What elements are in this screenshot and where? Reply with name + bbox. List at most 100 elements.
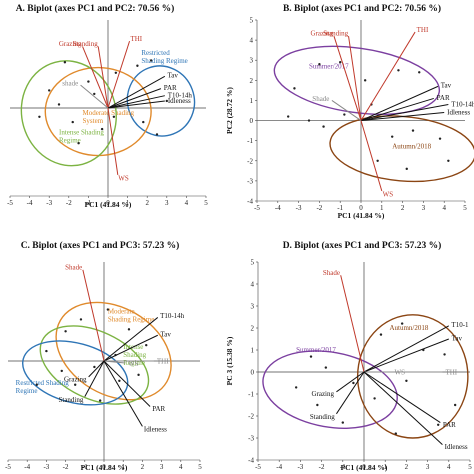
x-tick-label: 1: [380, 204, 384, 212]
panel-C: C. Biplot (axes PC1 and PC3: 57.23 %) -5 -…: [5, 240, 202, 472]
vector-label: PAR: [443, 421, 456, 429]
data-point: [400, 322, 404, 325]
loading-vector: [360, 85, 439, 122]
data-point: [405, 379, 408, 382]
y-tick-label: -2: [248, 413, 254, 421]
y-tick-label: -3: [248, 435, 254, 443]
x-tick-label: 0: [362, 463, 366, 471]
loading-vector: [360, 112, 445, 122]
data-point: [352, 381, 355, 385]
y-tick-label: 0: [251, 369, 255, 377]
data-point: [155, 133, 159, 136]
loading-vector: [82, 46, 109, 109]
group-label: Restricted Shading Regime: [16, 379, 70, 395]
data-point: [57, 103, 61, 106]
data-point: [137, 373, 140, 377]
x-tick-label: 3: [426, 463, 430, 471]
group-ellipse: [262, 350, 398, 429]
x-tick-label: 4: [447, 463, 451, 471]
panel-A: A. Biplot (axes PC1 and PC2: 70.56 %) -5 -…: [7, 3, 208, 209]
data-point: [453, 403, 457, 407]
loading-vector: [103, 360, 151, 407]
vector-label: THI: [417, 26, 429, 34]
vector-label: WS: [128, 360, 139, 368]
vector-label: Grazing: [311, 390, 334, 398]
y-tick-label: 3: [251, 303, 255, 311]
x-tick-label: 3: [165, 199, 169, 207]
vector-label: Standing: [323, 30, 348, 38]
y-axis-label: PC 3 (15.38 %): [225, 336, 234, 385]
x-tick-label: -2: [319, 463, 325, 471]
loading-vector: [103, 334, 158, 362]
data-point: [45, 349, 48, 353]
data-point: [447, 159, 450, 162]
data-point: [93, 365, 96, 369]
y-tick-label: 4: [250, 37, 254, 45]
data-point: [35, 383, 38, 386]
vector-label: T10-14h: [160, 312, 185, 320]
y-tick-label: -4: [247, 198, 253, 206]
loading-vector: [360, 97, 434, 122]
data-point: [136, 64, 139, 67]
panel-title: B. Biplot (axes PC1 and PC2: 70.56 %): [283, 3, 441, 14]
vector-label: Tav: [160, 330, 171, 338]
data-point: [443, 353, 446, 356]
x-tick-label: -4: [27, 199, 33, 207]
vector-label: Shade: [65, 263, 82, 271]
data-point: [437, 423, 440, 426]
data-point: [112, 115, 116, 119]
panel-title: D. Biplot (axes PC1 and PC3: 57.23 %): [283, 240, 442, 251]
y-tick-label: 5: [250, 17, 254, 25]
group-ellipse: [55, 301, 172, 401]
vector-label: Shade: [323, 269, 340, 277]
x-axis-label: PC1 (41.84 %): [85, 200, 132, 209]
loading-vector: [360, 120, 383, 192]
y-tick-label: 2: [251, 325, 255, 333]
x-tick-label: -5: [255, 463, 261, 471]
vector-label: THI: [445, 369, 457, 377]
x-tick-label: 2: [405, 463, 409, 471]
group-label: Autumn/2018: [389, 324, 428, 332]
x-tick-label: 1: [126, 199, 130, 207]
y-tick-label: -3: [247, 177, 253, 185]
x-tick-label: -1: [85, 199, 91, 207]
data-point: [93, 92, 96, 96]
vector-label: Tav: [441, 82, 452, 90]
loading-vector: [340, 275, 365, 373]
vector-label: Idleness: [447, 109, 470, 117]
x-axis-label: PC1 (41.84 %): [338, 211, 385, 220]
y-tick-label: 3: [250, 57, 254, 65]
x-tick-label: -3: [296, 204, 302, 212]
vector-label: Tav: [167, 71, 178, 79]
group-label: Summer/2017: [296, 346, 336, 354]
x-tick-label: 5: [463, 204, 467, 212]
data-point: [307, 119, 311, 122]
y-tick-label: -2: [247, 157, 253, 165]
data-point: [322, 125, 325, 128]
data-point: [77, 142, 80, 145]
data-point: [79, 318, 83, 321]
x-tick-label: 0: [106, 199, 110, 207]
x-tick-label: -3: [297, 463, 303, 471]
y-tick-label: 2: [250, 77, 254, 85]
data-point: [149, 59, 153, 62]
loading-vector: [363, 325, 450, 373]
loading-vector: [363, 338, 449, 373]
y-tick-label: 0: [250, 117, 254, 125]
vector-label: shade: [62, 80, 78, 88]
data-point: [64, 330, 67, 333]
data-point: [63, 61, 67, 64]
vector-label: Idleness: [144, 425, 167, 433]
vector-label: Standing: [310, 413, 335, 421]
x-tick-label: 2: [141, 463, 145, 471]
x-tick-label: 0: [102, 463, 106, 471]
y-tick-label: 1: [251, 347, 255, 355]
y-tick-label: 1: [250, 97, 254, 105]
data-point: [87, 80, 90, 83]
loading-vector: [103, 360, 143, 427]
group-label: Autumn/2018: [392, 143, 431, 151]
data-point: [293, 87, 296, 90]
vector-label: Grazing: [310, 30, 333, 38]
x-tick-label: 5: [468, 463, 472, 471]
data-point: [341, 421, 344, 424]
